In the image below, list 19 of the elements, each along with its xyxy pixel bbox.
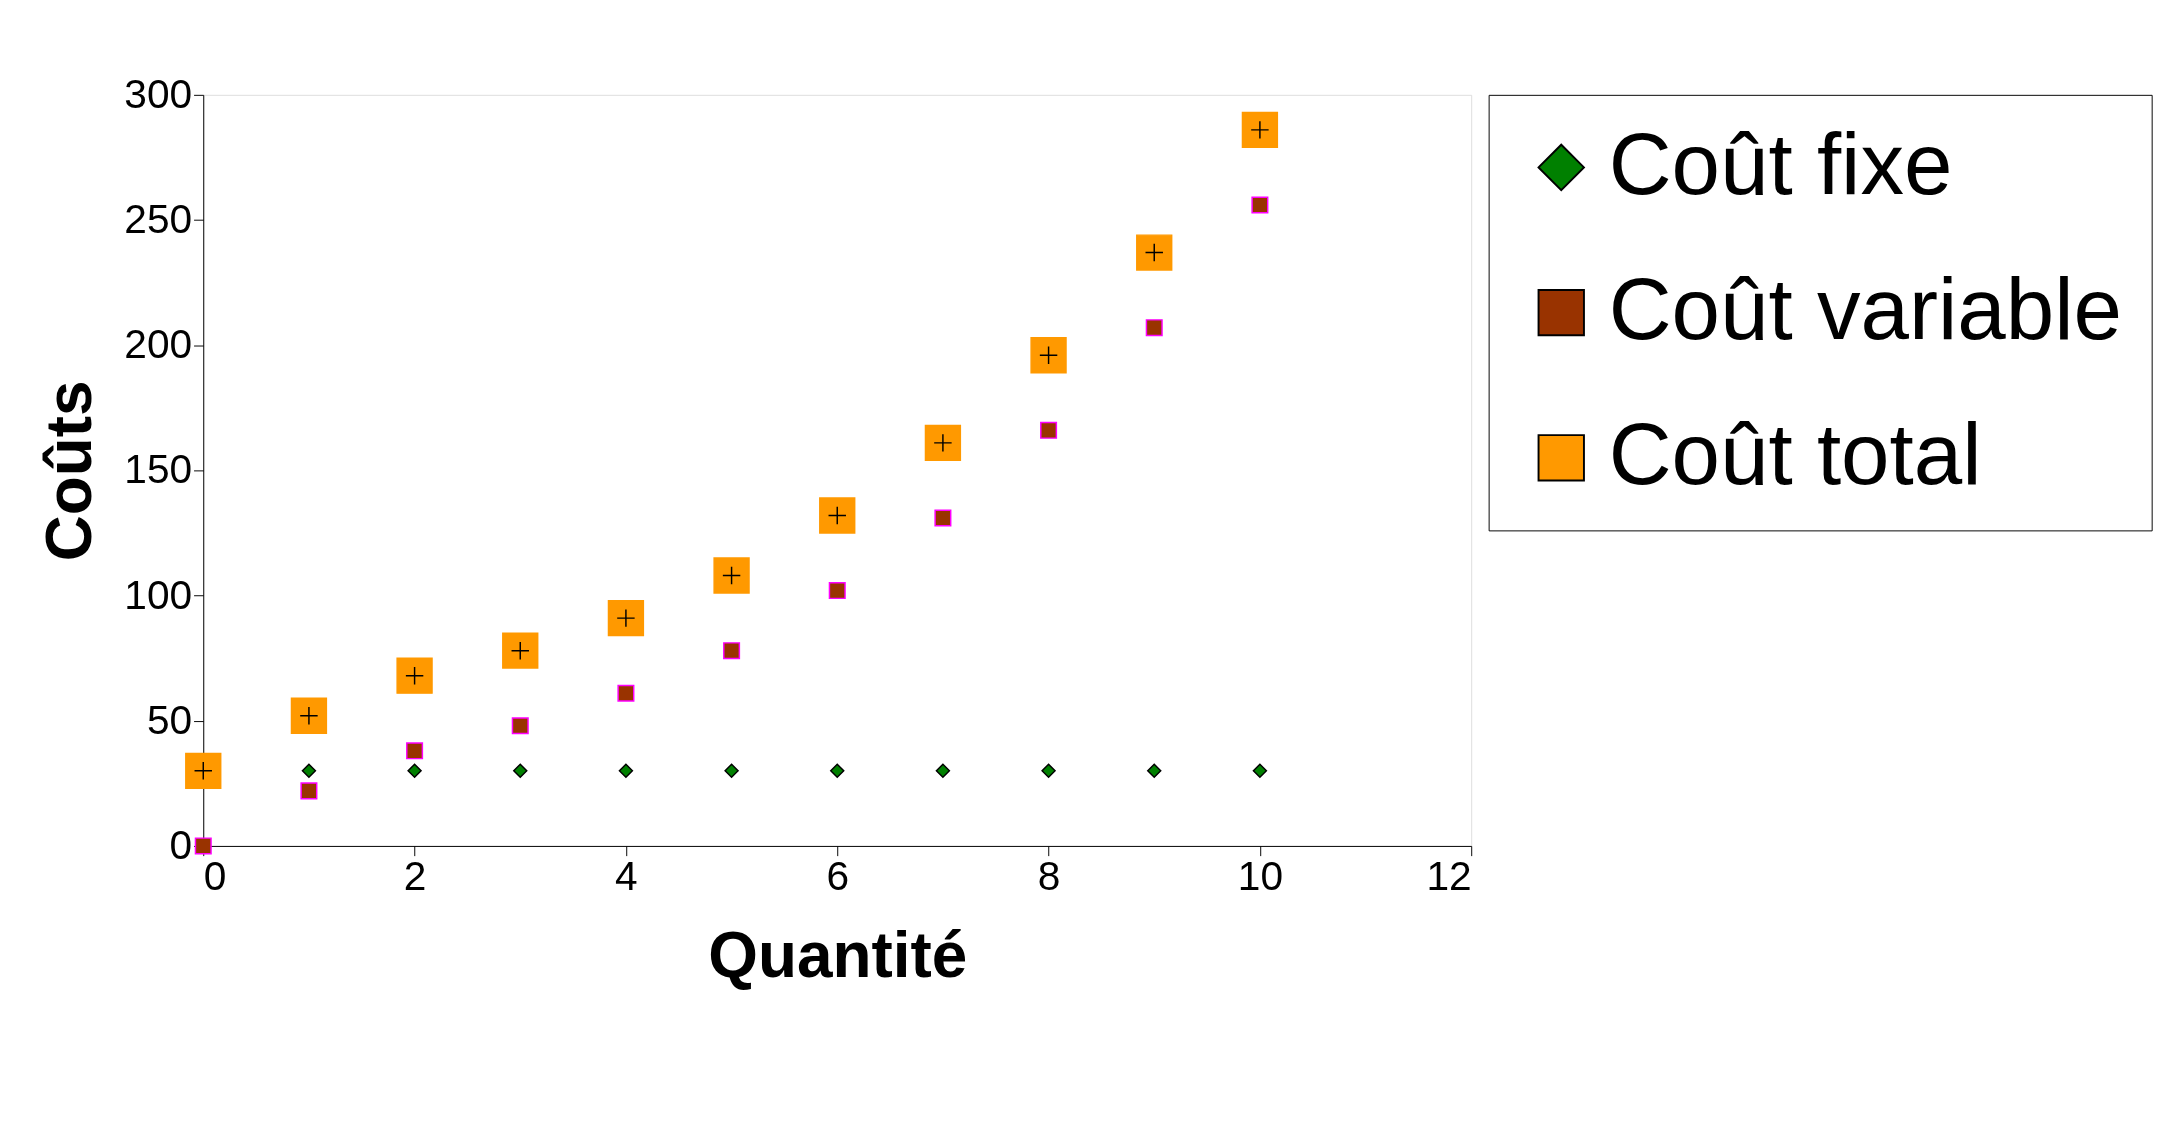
y-tick-label: 50 (146, 696, 193, 743)
x-tick-label: 2 (403, 852, 427, 899)
x-tick-label: 6 (826, 852, 850, 899)
legend-label: Coût total (1608, 404, 1982, 502)
y-tick-label: 300 (124, 70, 193, 117)
legend-label: Coût fixe (1608, 114, 1953, 212)
y-tick-label: 150 (124, 446, 193, 493)
y-tick-label: 200 (124, 321, 193, 368)
y-axis-title: Coûts (33, 380, 106, 562)
x-tick-label: 4 (615, 852, 638, 899)
y-tick-label: 100 (124, 571, 193, 618)
x-tick-label: 12 (1426, 852, 1472, 899)
x-tick-label: 0 (203, 852, 227, 899)
x-tick-label: 8 (1037, 852, 1061, 899)
y-tick-label: 250 (124, 196, 193, 243)
x-axis-title: Quantité (708, 919, 968, 992)
legend-label: Coût variable (1608, 259, 2122, 357)
x-tick-label: 10 (1237, 852, 1283, 899)
y-tick-label: 0 (169, 822, 193, 869)
